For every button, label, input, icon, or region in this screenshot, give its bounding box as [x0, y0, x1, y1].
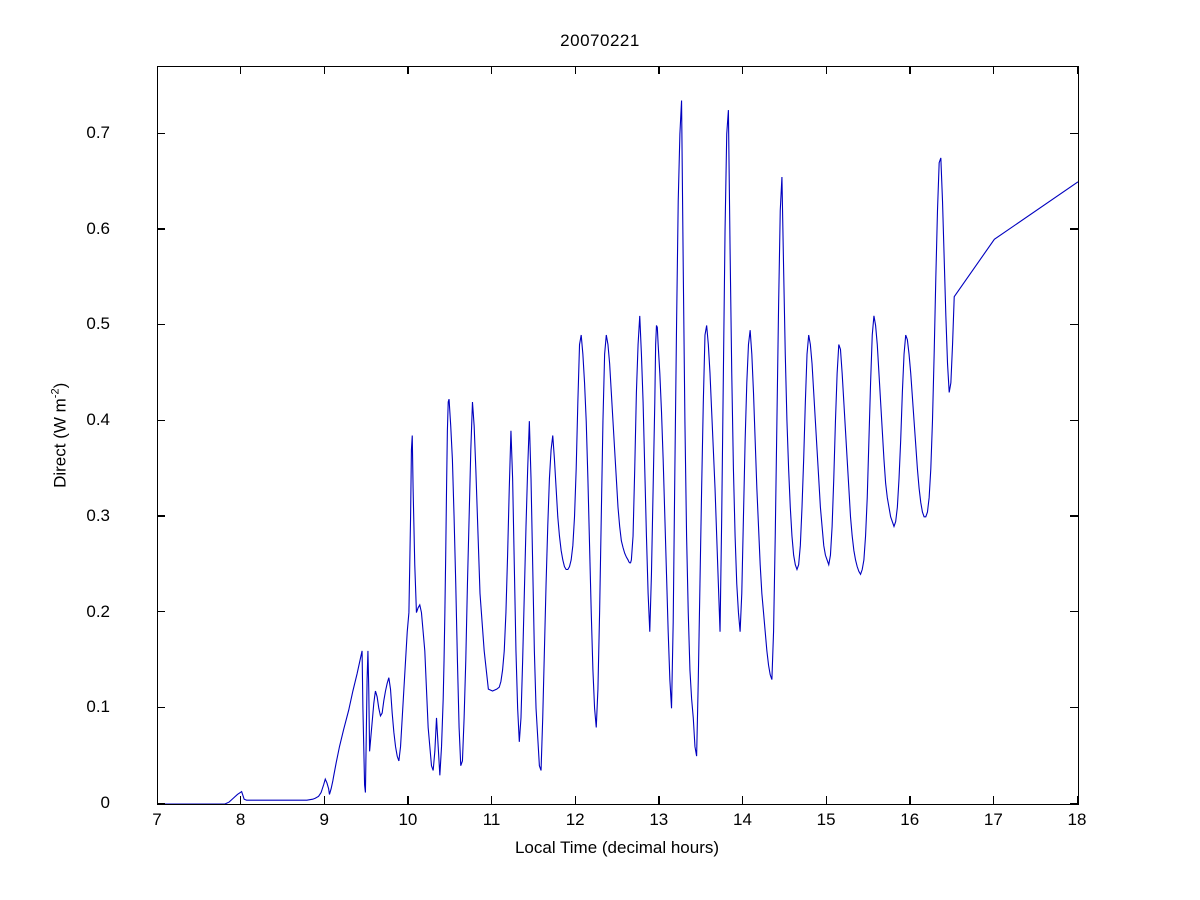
x-tick-mark-top	[491, 66, 493, 74]
x-tick-mark	[240, 796, 242, 804]
y-tick-label: 0.7	[86, 123, 110, 142]
x-tick-mark	[407, 796, 409, 804]
x-tick-mark	[491, 796, 493, 804]
x-tick-mark-top	[741, 66, 744, 74]
direct-series-line	[158, 100, 1078, 804]
y-tick-label: 0.3	[86, 505, 110, 525]
x-tick-mark	[1076, 796, 1078, 804]
x-tick-mark	[658, 796, 660, 804]
x-tick-mark-top	[658, 66, 660, 74]
x-tick-mark-top	[574, 66, 576, 74]
x-tick-label: 9	[319, 810, 329, 829]
y-tick-mark	[157, 515, 165, 517]
x-tick-mark-top	[825, 66, 827, 74]
y-axis-label: Direct (W m-2)	[50, 155, 71, 715]
x-axis-label: Local Time (decimal hours)	[514, 838, 720, 857]
x-tick-label: 17	[983, 810, 1003, 829]
x-tick-label: 13	[649, 810, 669, 829]
y-tick-mark	[157, 802, 165, 804]
y-tick-mark	[157, 706, 165, 709]
y-tick-mark	[157, 419, 165, 421]
x-tick-mark	[992, 796, 995, 804]
y-tick-mark	[157, 132, 165, 134]
y-tick-mark	[157, 323, 165, 326]
x-tick-label: 10	[398, 810, 418, 829]
y-tick-label: 0.6	[86, 218, 110, 238]
y-axis-label-main: Direct (W m	[50, 398, 70, 488]
y-tick-label: 0	[100, 793, 110, 812]
y-tick-label: 0.1	[86, 697, 110, 717]
x-tick-mark	[825, 796, 827, 804]
y-tick-mark-right	[1070, 515, 1078, 517]
x-tick-mark	[574, 796, 576, 804]
y-tick-label: 0.2	[86, 601, 110, 621]
y-tick-mark-right	[1070, 228, 1078, 230]
y-tick-label: 0.5	[86, 314, 110, 334]
x-tick-label: 12	[565, 810, 585, 829]
y-tick-mark-right	[1070, 419, 1078, 421]
x-tick-mark-top	[407, 66, 409, 74]
y-tick-label: 0.4	[86, 410, 110, 430]
x-tick-mark	[909, 796, 911, 804]
x-tick-mark	[156, 796, 158, 804]
y-tick-mark-right	[1070, 706, 1078, 709]
x-tick-label: 8	[235, 810, 246, 829]
y-tick-mark-right	[1070, 323, 1078, 326]
x-tick-mark-top	[909, 66, 911, 74]
y-axis-label-tail: )	[50, 382, 70, 389]
x-tick-label: 11	[482, 810, 501, 829]
x-tick-mark-top	[156, 66, 158, 74]
x-tick-mark-top	[323, 66, 326, 74]
y-axis-label-exponent: -2	[49, 388, 62, 399]
x-tick-mark-top	[992, 66, 995, 74]
y-tick-mark-right	[1070, 132, 1078, 134]
x-tick-mark	[323, 796, 326, 804]
y-axis-label-wrap: Direct (W m-2)	[0, 0, 70, 900]
y-tick-mark-right	[1070, 611, 1078, 613]
x-tick-mark-top	[1076, 66, 1078, 74]
x-tick-mark-top	[240, 66, 242, 74]
y-tick-mark	[157, 611, 165, 613]
x-tick-mark	[741, 796, 744, 804]
x-tick-label: 14	[732, 810, 752, 829]
x-tick-label: 18	[1067, 810, 1087, 829]
y-tick-mark	[157, 228, 165, 230]
x-tick-label: 16	[900, 810, 920, 829]
plot-area	[157, 66, 1079, 805]
data-line-svg	[158, 100, 1078, 804]
x-tick-label: 7	[152, 810, 162, 829]
y-tick-mark-right	[1070, 802, 1078, 804]
x-tick-label: 15	[816, 810, 836, 829]
chart-title: 20070221	[560, 31, 640, 50]
